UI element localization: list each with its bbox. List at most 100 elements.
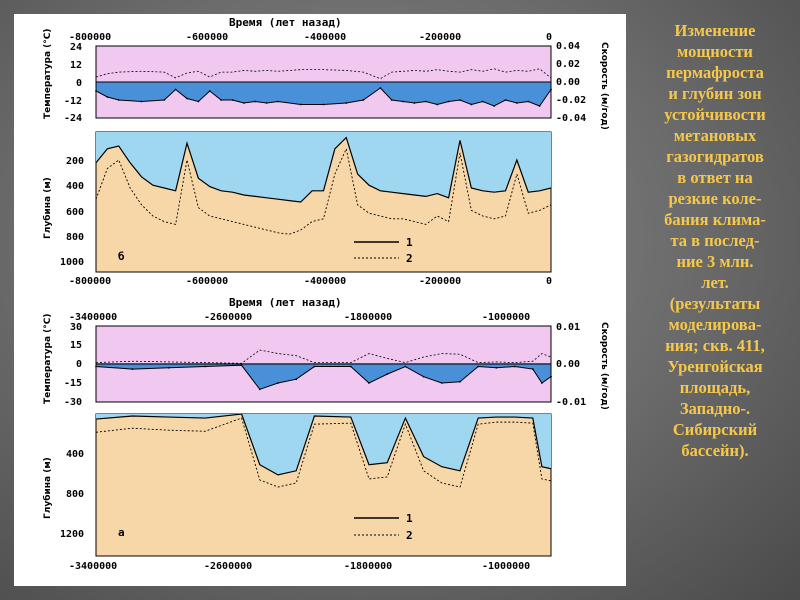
tick-top-b-4: 0 [546, 32, 552, 43]
hydrate-zone-area [96, 132, 551, 202]
panel-a: Время (лет назад) -3400000 -2600000 -180… [42, 296, 609, 572]
depth-tick-a-2: 1200 [60, 529, 84, 540]
temperature-point [459, 99, 461, 101]
panel-a-depth-series [95, 413, 552, 488]
temp-tick-a-0: 30 [70, 322, 82, 333]
depth-tick-b-2: 600 [66, 207, 84, 218]
panel-b-letter: б [118, 250, 125, 263]
panel-a-time-title: Время (лет назад) [229, 296, 342, 309]
depth-tick-b-0: 200 [66, 156, 84, 167]
panel-a-depth-plot [95, 413, 552, 557]
temperature-point [208, 90, 211, 92]
speed-tick-b-2: 0.00 [556, 77, 580, 88]
temperature-point [390, 99, 393, 101]
temp-tick-b-0: 24 [70, 42, 82, 53]
temperature-point [515, 102, 518, 104]
series-2-line [95, 147, 552, 235]
tick-bot-a-0: -3400000 [69, 561, 117, 572]
temperature-point [495, 366, 498, 369]
temperature-point [295, 378, 298, 381]
temperature-point [277, 100, 279, 103]
caption-line: та в послед- [670, 231, 760, 250]
temperature-point [131, 368, 134, 370]
series-1-line [95, 136, 552, 203]
speed-curve [95, 68, 552, 80]
temperature-point [447, 100, 450, 103]
tick-top-b-0: -800000 [69, 32, 111, 43]
panel-b-legend: 1 2 [354, 236, 413, 265]
temperature-point [386, 373, 389, 376]
temperature-point [220, 99, 223, 101]
climate-figure: Время (лет назад) -800000 -600000 -40000… [14, 14, 626, 586]
temperature-point [349, 365, 352, 368]
caption-text: Изменение мощности пермафроста и глубин зон… [640, 20, 790, 461]
temperature-point [402, 100, 405, 103]
temp-tick-b-3: -12 [64, 96, 82, 107]
temperature-point [362, 99, 365, 101]
temperature-point [368, 382, 370, 384]
temperature-point [541, 382, 543, 384]
tick-top-a-1: -2600000 [204, 312, 252, 323]
caption-line: Изменение [674, 21, 756, 40]
caption-line: ние 3 млн. [676, 252, 754, 271]
temperature-point [204, 365, 207, 368]
panel-b-top-ticks: -800000 -600000 -400000 -200000 0 [69, 32, 552, 43]
temperature-point [345, 102, 348, 104]
tick-top-b-2: -400000 [304, 32, 346, 43]
caption-line: устойчивости [664, 105, 766, 124]
temperature-point [174, 88, 177, 91]
caption-line: метановых [673, 126, 757, 145]
temp-tick-a-1: 15 [70, 340, 82, 351]
panel-a-letter: а [118, 526, 125, 539]
caption-line: мощности [677, 42, 753, 61]
caption-line: лет. [701, 273, 729, 292]
temperature-point [481, 100, 484, 103]
temperature-point [231, 99, 234, 101]
speed-tick-b-3: -0.02 [556, 95, 586, 106]
temperature-point [493, 105, 496, 107]
caption-line: Уренгойская [667, 357, 763, 376]
depth-tick-a-1: 800 [66, 489, 84, 500]
temperature-point [197, 100, 200, 103]
hydrate-zone-area [96, 414, 551, 475]
caption-line: площадь, [679, 378, 751, 397]
caption-line: ния; скв. 411, [665, 336, 765, 355]
temperature-point [404, 365, 407, 368]
temperature-point [531, 368, 534, 370]
temperature-point [322, 103, 325, 106]
panel-a-speed-label: Скорость (м/год) [599, 322, 609, 410]
speed-tick-a-1: 0.00 [556, 359, 580, 370]
caption-line: пермафроста [666, 63, 764, 82]
temperature-point [504, 99, 507, 101]
temp-tick-b-2: 0 [76, 78, 82, 89]
temperature-point [436, 103, 439, 106]
caption-line: газогидратов [666, 147, 764, 166]
temperature-point [440, 382, 443, 384]
tick-top-a-3: -1000000 [482, 312, 530, 323]
temperature-point [163, 99, 166, 101]
tick-bot-b-4: 0 [546, 276, 552, 287]
tick-top-a-2: -1800000 [344, 312, 392, 323]
temperature-point [258, 388, 261, 391]
tick-bot-a-2: -1800000 [344, 561, 392, 572]
caption-line: моделирова- [668, 315, 762, 334]
panel-b: Время (лет назад) -800000 -600000 -40000… [42, 16, 609, 287]
temperature-point [140, 100, 143, 103]
caption-line: в ответ на [677, 168, 753, 187]
tick-top-a-0: -3400000 [69, 312, 117, 323]
caption-line: бания клима- [664, 210, 766, 229]
temperature-point [422, 375, 425, 378]
temperature-point [538, 105, 541, 107]
panel-a-top-ticks: -3400000 -2600000 -1800000 -1000000 [69, 312, 530, 323]
tick-bot-b-0: -800000 [69, 276, 111, 287]
panel-b-bottom-ticks: -800000 -600000 -400000 -200000 0 [69, 276, 552, 287]
legend-b-label-1: 1 [406, 236, 413, 249]
panel-b-time-title: Время (лет назад) [229, 16, 342, 29]
temperature-point [550, 88, 552, 91]
tick-top-b-3: -200000 [419, 32, 461, 43]
temperature-point [186, 97, 188, 100]
depth-tick-b-4: 1000 [60, 257, 84, 268]
temp-tick-a-3: -15 [64, 378, 82, 389]
figure-svg: Время (лет назад) -800000 -600000 -40000… [42, 16, 609, 572]
caption-line: Сибирский [672, 420, 758, 439]
